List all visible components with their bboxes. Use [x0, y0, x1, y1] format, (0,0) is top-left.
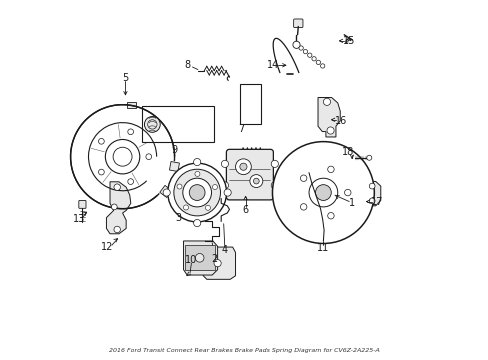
FancyBboxPatch shape [226, 149, 273, 200]
Circle shape [235, 159, 251, 175]
Text: 16: 16 [334, 116, 347, 126]
Circle shape [368, 183, 374, 189]
FancyBboxPatch shape [165, 111, 180, 139]
Bar [239, 84, 260, 125]
Circle shape [239, 163, 246, 170]
Text: 2: 2 [210, 254, 217, 264]
Circle shape [307, 53, 311, 57]
Text: 18: 18 [341, 147, 353, 157]
Circle shape [193, 158, 201, 166]
Circle shape [105, 139, 140, 174]
Text: 12: 12 [101, 242, 114, 252]
Circle shape [177, 184, 182, 189]
Circle shape [189, 185, 204, 201]
Polygon shape [365, 181, 380, 206]
Circle shape [300, 204, 306, 210]
FancyBboxPatch shape [127, 102, 136, 108]
Circle shape [327, 212, 333, 219]
Circle shape [253, 178, 259, 184]
Polygon shape [106, 182, 131, 234]
Text: 15: 15 [342, 36, 355, 46]
Circle shape [326, 127, 333, 134]
FancyBboxPatch shape [293, 19, 303, 28]
Polygon shape [203, 247, 235, 279]
FancyBboxPatch shape [79, 201, 86, 208]
Circle shape [195, 253, 203, 262]
Circle shape [249, 175, 262, 188]
Text: 13: 13 [73, 215, 85, 224]
Bar [142, 107, 214, 142]
Circle shape [195, 171, 200, 176]
Bar [242, 86, 257, 91]
Text: 17: 17 [370, 197, 383, 207]
Text: 1: 1 [348, 198, 354, 208]
Text: 3: 3 [175, 213, 181, 222]
Circle shape [212, 185, 217, 190]
Bar [242, 116, 257, 121]
Circle shape [167, 163, 226, 222]
Bar [169, 162, 179, 171]
Circle shape [271, 182, 278, 189]
Circle shape [327, 166, 333, 172]
Circle shape [292, 41, 300, 48]
Circle shape [221, 182, 228, 189]
Circle shape [311, 57, 316, 61]
FancyBboxPatch shape [188, 112, 199, 137]
Circle shape [214, 260, 221, 267]
Circle shape [320, 64, 324, 68]
Circle shape [303, 49, 307, 54]
Text: 10: 10 [185, 255, 197, 265]
Circle shape [344, 189, 350, 196]
Bar [160, 185, 171, 198]
Text: 8: 8 [184, 59, 190, 69]
Text: 4: 4 [221, 245, 227, 255]
Text: 14: 14 [266, 60, 279, 70]
Circle shape [366, 155, 371, 160]
Circle shape [193, 220, 201, 226]
Circle shape [205, 205, 210, 210]
Circle shape [298, 46, 303, 50]
FancyBboxPatch shape [348, 153, 355, 162]
Text: 9: 9 [171, 144, 177, 154]
Circle shape [271, 160, 278, 167]
Polygon shape [317, 98, 340, 137]
Bar [242, 100, 257, 105]
Circle shape [174, 169, 220, 216]
Circle shape [183, 178, 211, 207]
Text: 11: 11 [317, 243, 329, 253]
Circle shape [368, 198, 374, 204]
Polygon shape [183, 241, 217, 275]
Circle shape [111, 204, 117, 210]
Circle shape [323, 98, 330, 105]
Circle shape [221, 160, 228, 167]
Text: 5: 5 [122, 73, 128, 83]
Bar [242, 93, 257, 98]
Polygon shape [184, 244, 215, 270]
Circle shape [316, 60, 320, 64]
Text: 2016 Ford Transit Connect Rear Brakes Brake Pads Spring Diagram for CV6Z-2A225-A: 2016 Ford Transit Connect Rear Brakes Br… [109, 348, 379, 353]
Text: 7: 7 [238, 124, 244, 134]
Circle shape [272, 141, 373, 243]
Circle shape [163, 189, 170, 196]
Circle shape [183, 205, 188, 210]
Circle shape [308, 178, 337, 207]
Circle shape [300, 175, 306, 181]
Circle shape [144, 117, 160, 132]
Circle shape [224, 189, 231, 196]
Text: 6: 6 [242, 206, 248, 216]
Circle shape [114, 226, 120, 233]
Bar [242, 109, 257, 114]
Circle shape [114, 184, 120, 190]
Circle shape [315, 185, 330, 201]
